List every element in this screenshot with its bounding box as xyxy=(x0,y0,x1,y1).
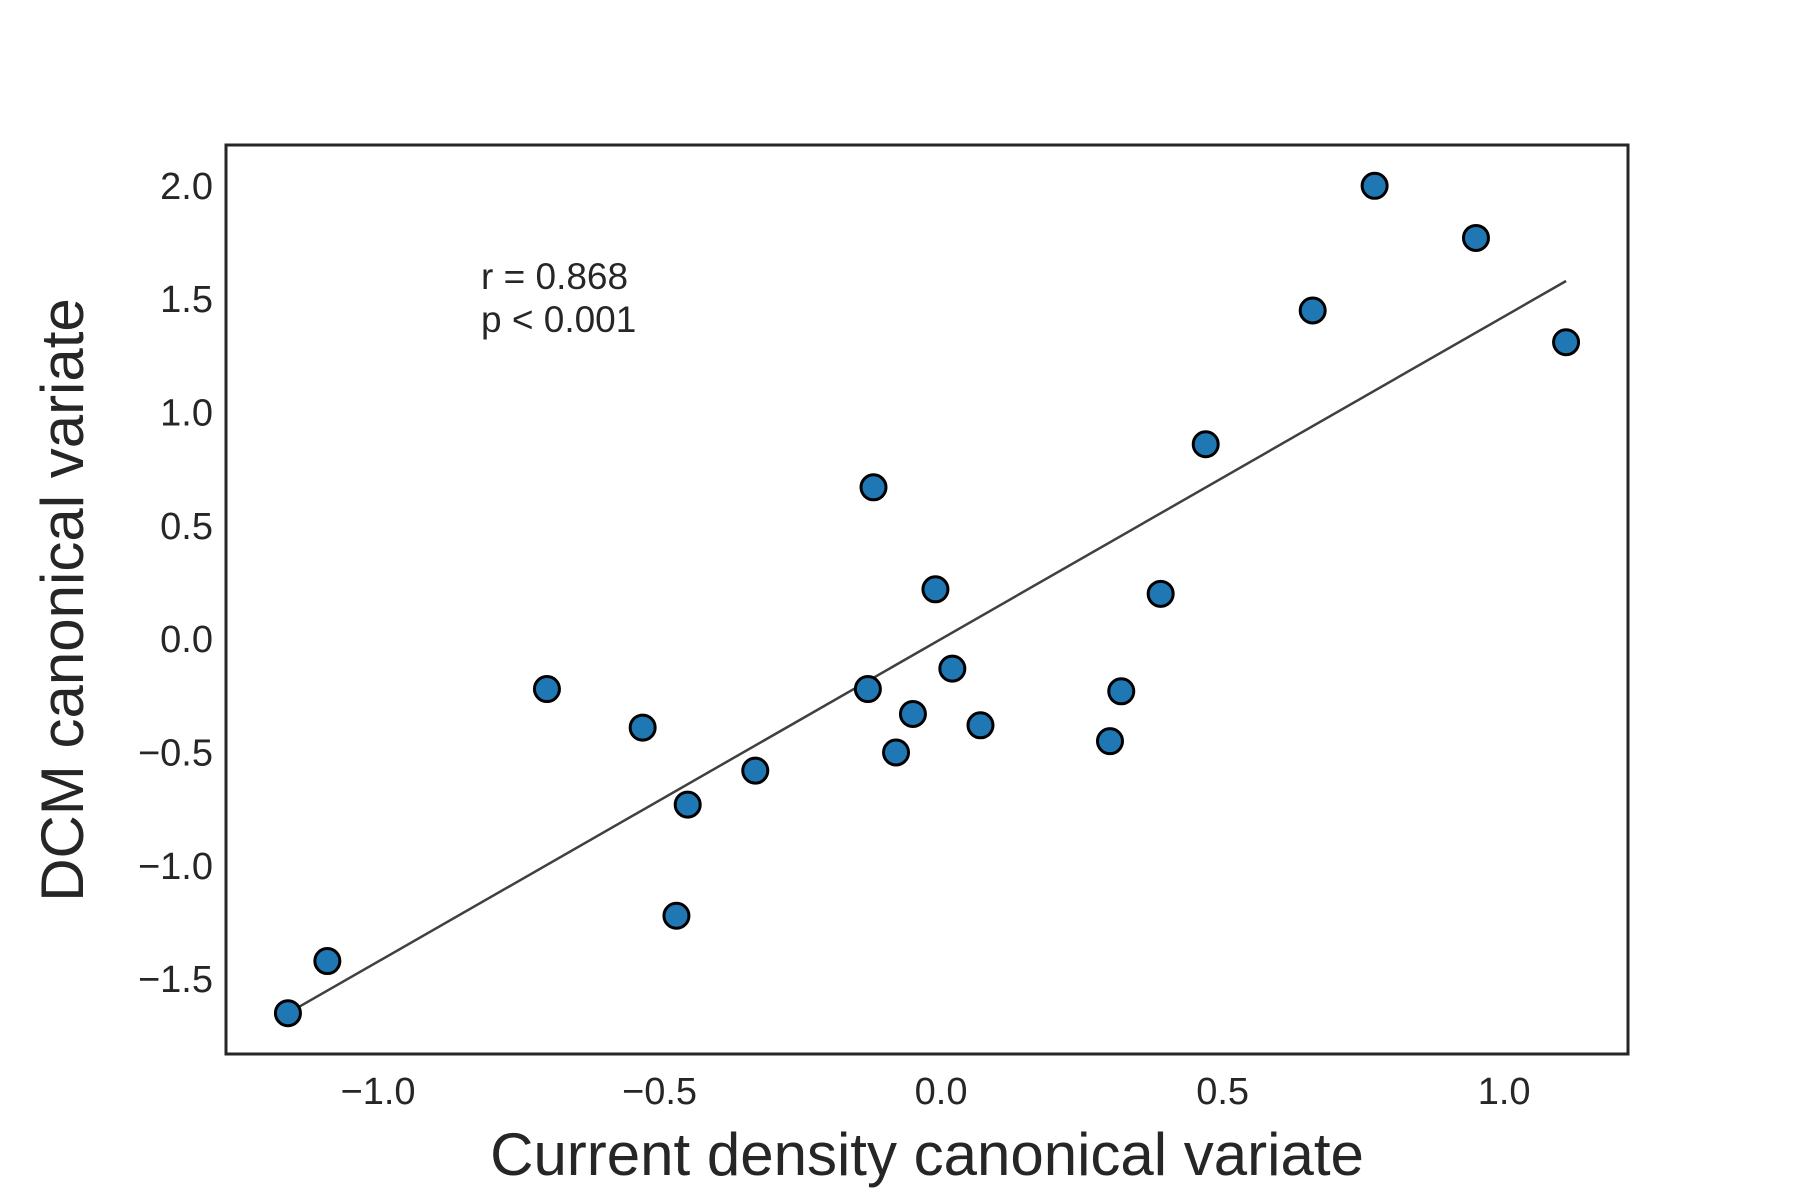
data-point-14 xyxy=(1095,727,1124,756)
y-tick-label: −1.5 xyxy=(138,959,213,1001)
regression-line xyxy=(287,279,1567,1015)
y-tick-label: 0.5 xyxy=(160,506,213,548)
x-tick-label: −0.5 xyxy=(622,1071,697,1113)
x-tick-label: 1.0 xyxy=(1478,1071,1531,1113)
x-tick-label: −1.0 xyxy=(341,1071,416,1113)
y-tick-labels: −1.5 −1.0 −0.5 0.0 0.5 1.0 1.5 2.0 xyxy=(138,166,213,1001)
annotation-r-value: r = 0.868 xyxy=(481,256,628,297)
data-point-12 xyxy=(938,654,967,683)
data-point-1 xyxy=(313,947,342,976)
data-point-19 xyxy=(1360,171,1389,200)
data-point-15 xyxy=(1107,677,1136,706)
plot-frame xyxy=(224,143,1630,1056)
data-point-5 xyxy=(673,790,702,819)
y-tick-label: −0.5 xyxy=(138,733,213,775)
data-point-10 xyxy=(898,699,927,728)
x-tick-label: 0.0 xyxy=(915,1071,968,1113)
y-tick-label: 1.0 xyxy=(160,392,213,434)
data-point-7 xyxy=(853,675,882,704)
data-point-11 xyxy=(921,575,950,604)
data-point-6 xyxy=(741,756,770,785)
y-tick-label: 1.5 xyxy=(160,279,213,321)
x-tick-labels: −1.0 −0.5 0.0 0.5 1.0 xyxy=(341,1071,1531,1113)
data-point-21 xyxy=(1552,328,1581,357)
data-point-18 xyxy=(1298,296,1327,325)
data-point-2 xyxy=(532,675,561,704)
annotation-p-value: p < 0.001 xyxy=(481,299,636,340)
data-point-4 xyxy=(662,901,691,930)
data-point-16 xyxy=(1146,579,1175,608)
data-point-9 xyxy=(882,738,911,767)
y-tick-label: 2.0 xyxy=(160,166,213,208)
y-tick-label: 0.0 xyxy=(160,619,213,661)
y-axis-label: DCM canonical variate xyxy=(29,298,96,902)
data-point-8 xyxy=(859,473,888,502)
data-points-layer xyxy=(273,171,1581,1028)
data-point-20 xyxy=(1461,223,1490,252)
regression-line-layer xyxy=(287,279,1567,1015)
data-point-0 xyxy=(273,999,302,1028)
data-point-17 xyxy=(1191,430,1220,459)
y-tick-label: −1.0 xyxy=(138,846,213,888)
data-point-3 xyxy=(628,713,657,742)
x-tick-label: 0.5 xyxy=(1196,1071,1249,1113)
x-axis-label: Current density canonical variate xyxy=(490,1121,1364,1188)
data-point-13 xyxy=(966,711,995,740)
